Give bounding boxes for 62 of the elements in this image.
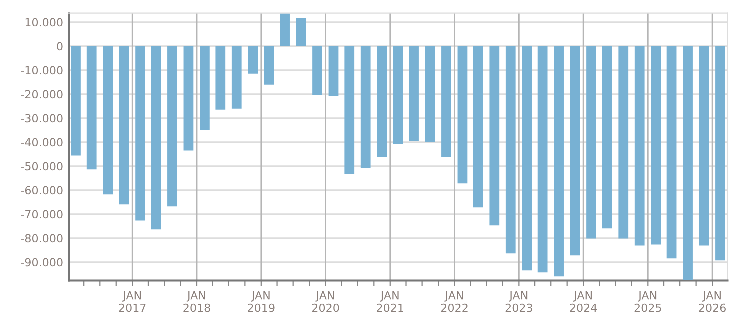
bar — [328, 46, 339, 96]
bar — [570, 46, 580, 256]
bar — [425, 46, 436, 142]
x-tick-label: JAN 2023 — [506, 292, 532, 312]
bar — [184, 46, 194, 151]
y-tick-label: -80.000 — [21, 234, 63, 243]
x-tick-label: JAN 2018 — [184, 292, 210, 312]
bar — [506, 46, 516, 254]
y-tick-label: -40.000 — [21, 138, 63, 147]
x-tick-label: JAN 2017 — [119, 292, 146, 312]
y-tick-label: -10.000 — [21, 66, 63, 75]
x-tick-label: JAN 2020 — [312, 292, 340, 312]
bar — [119, 46, 130, 205]
y-tick-label: -20.000 — [21, 90, 63, 99]
bar — [554, 46, 564, 277]
bar — [634, 46, 645, 246]
bar — [264, 46, 274, 85]
x-tick-label: JAN 2024 — [570, 292, 598, 312]
bar — [248, 46, 258, 74]
bar — [409, 46, 419, 142]
bar — [232, 46, 242, 109]
bar — [490, 46, 500, 226]
x-tick-label: JAN 2025 — [634, 292, 662, 312]
bar — [200, 46, 210, 130]
bar — [103, 46, 114, 195]
bar — [458, 46, 468, 184]
bar — [151, 46, 162, 230]
y-tick-label: -30.000 — [21, 114, 63, 123]
bar — [586, 46, 596, 239]
bar — [216, 46, 226, 110]
x-tick-label: JAN 2021 — [377, 292, 404, 312]
bar — [71, 46, 81, 156]
bar — [473, 46, 484, 208]
bar — [312, 46, 322, 96]
bar — [280, 14, 290, 46]
y-tick-label: 10.000 — [26, 18, 63, 27]
y-tick-label: -60.000 — [21, 186, 63, 195]
bar — [377, 46, 388, 158]
bar — [666, 46, 677, 259]
bar — [651, 46, 662, 245]
bar — [296, 18, 306, 46]
x-tick-label: JAN 2026 — [699, 292, 726, 312]
y-tick-label: -70.000 — [21, 210, 63, 219]
bar — [538, 46, 548, 273]
y-tick-label: 0 — [57, 42, 63, 51]
bar — [683, 46, 693, 280]
bar — [618, 46, 629, 239]
y-tick-label: -50.000 — [21, 162, 63, 171]
bar — [699, 46, 710, 246]
bar — [522, 46, 532, 271]
x-tick-label: JAN 2019 — [248, 292, 275, 312]
bar — [442, 46, 452, 158]
bar — [602, 46, 612, 229]
x-tick-label: JAN 2022 — [441, 292, 468, 312]
bar — [168, 46, 178, 207]
bar — [393, 46, 404, 144]
bar — [360, 46, 371, 168]
bar — [716, 46, 726, 261]
y-tick-label: -90.000 — [21, 258, 63, 267]
bar — [136, 46, 146, 221]
bar — [86, 46, 97, 170]
bar — [344, 46, 355, 174]
